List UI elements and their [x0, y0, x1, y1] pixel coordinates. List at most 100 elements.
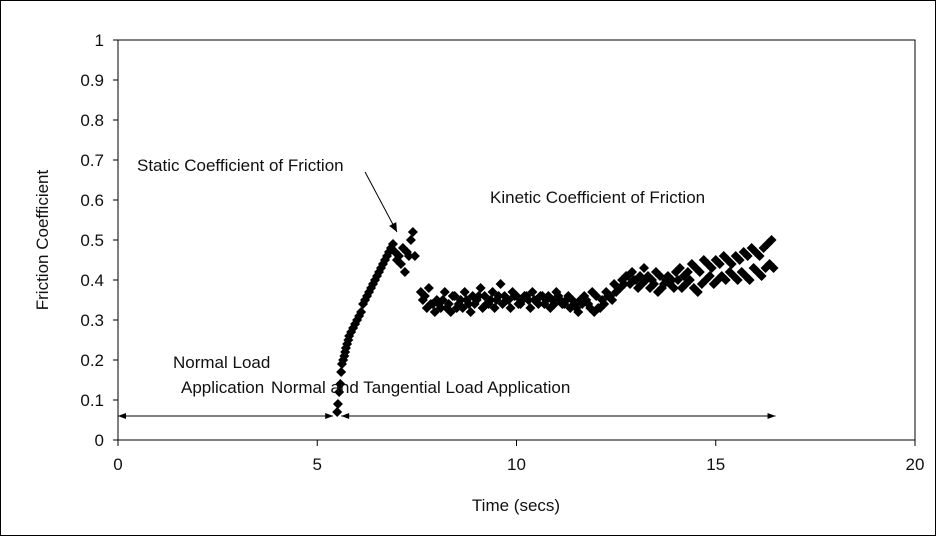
data-point [356, 307, 367, 317]
data-point [629, 275, 640, 285]
data-point [437, 295, 448, 305]
data-point [581, 295, 592, 305]
data-point [475, 283, 486, 293]
data-point [407, 227, 418, 237]
data-point [334, 387, 345, 397]
data-point [573, 307, 584, 317]
data-point [656, 283, 667, 293]
data-point [521, 291, 532, 301]
data-point [425, 299, 436, 309]
data-point [429, 307, 440, 317]
data-point [541, 295, 552, 305]
data-point [754, 251, 765, 261]
data-point [569, 299, 580, 309]
y-tick-label: 0.3 [80, 311, 104, 330]
tangential-load-label: Normal and Tangential Load Application [271, 378, 570, 397]
static-friction-label: Static Coefficient of Friction [137, 156, 344, 175]
data-point [692, 287, 703, 297]
data-point [501, 295, 512, 305]
data-point [553, 291, 564, 301]
static-friction-arrow [364, 171, 398, 233]
y-tick-label: 0.4 [80, 271, 104, 290]
data-point [742, 251, 753, 261]
data-point [704, 271, 715, 281]
phase-arrowhead-left [118, 413, 126, 419]
x-tick-label: 20 [906, 455, 925, 474]
data-point [399, 267, 410, 277]
data-point [417, 295, 428, 305]
y-tick-label: 0.9 [80, 71, 104, 90]
data-point [648, 279, 659, 289]
data-point [332, 407, 343, 417]
data-point [525, 303, 536, 313]
data-point [734, 255, 745, 265]
data-point [409, 251, 420, 261]
data-point [509, 291, 520, 301]
data-point [403, 251, 414, 261]
data-point [672, 275, 683, 285]
data-point [423, 283, 434, 293]
data-point [613, 283, 624, 293]
data-point [561, 295, 572, 305]
y-tick-label: 0.5 [80, 231, 104, 250]
data-point [714, 259, 725, 269]
data-point [641, 275, 652, 285]
phase-arrowhead-left [341, 413, 350, 419]
data-point [449, 291, 460, 301]
data-point [720, 275, 731, 285]
y-axis-ticks: 0 0.1 0.2 0.3 0.4 0.5 0.6 0.7 0.8 0.9 1 [80, 31, 118, 450]
y-tick-label: 1 [95, 31, 104, 50]
data-point [684, 275, 695, 285]
data-point [393, 251, 404, 261]
data-point [768, 263, 779, 273]
x-tick-label: 15 [706, 455, 725, 474]
data-point [459, 287, 470, 297]
data-point [732, 275, 743, 285]
normal-load-label: Normal Load [173, 353, 270, 372]
x-tick-label: 5 [313, 455, 322, 474]
y-tick-label: 0.2 [80, 351, 104, 370]
phase-arrows [118, 413, 776, 419]
data-point [682, 267, 693, 277]
data-point [439, 287, 450, 297]
data-point [549, 299, 560, 309]
data-point [766, 235, 777, 245]
data-point [395, 259, 406, 269]
x-axis-title: Time (secs) [472, 496, 560, 515]
data-point [457, 303, 468, 313]
data-point [593, 303, 604, 313]
data-point [621, 271, 632, 281]
data-points [332, 227, 779, 417]
phase-arrowhead-right [325, 413, 334, 419]
data-point [489, 303, 500, 313]
data-point [706, 263, 717, 273]
data-point [756, 271, 767, 281]
data-point [726, 259, 737, 269]
data-point [495, 279, 506, 289]
kinetic-friction-label: Kinetic Coefficient of Friction [490, 188, 705, 207]
data-point [461, 295, 472, 305]
data-point [445, 307, 456, 317]
data-point [473, 291, 484, 301]
data-point [533, 299, 544, 309]
data-point [668, 283, 679, 293]
y-tick-label: 0.7 [80, 151, 104, 170]
data-point [493, 291, 504, 301]
data-point [465, 307, 476, 317]
x-tick-label: 10 [507, 455, 526, 474]
data-point [505, 303, 516, 313]
data-point [744, 275, 755, 285]
data-point [639, 263, 650, 273]
data-point [332, 399, 343, 409]
y-axis-title: Friction Coefficient [33, 169, 52, 310]
phase-arrowhead-right [767, 413, 776, 419]
data-point [485, 295, 496, 305]
data-point [694, 267, 705, 277]
data-point [674, 263, 685, 273]
data-point [469, 299, 480, 309]
y-tick-label: 0.6 [80, 191, 104, 210]
x-axis-ticks: 0 5 10 15 20 [113, 440, 924, 474]
data-point [335, 379, 346, 389]
x-tick-label: 0 [113, 455, 122, 474]
